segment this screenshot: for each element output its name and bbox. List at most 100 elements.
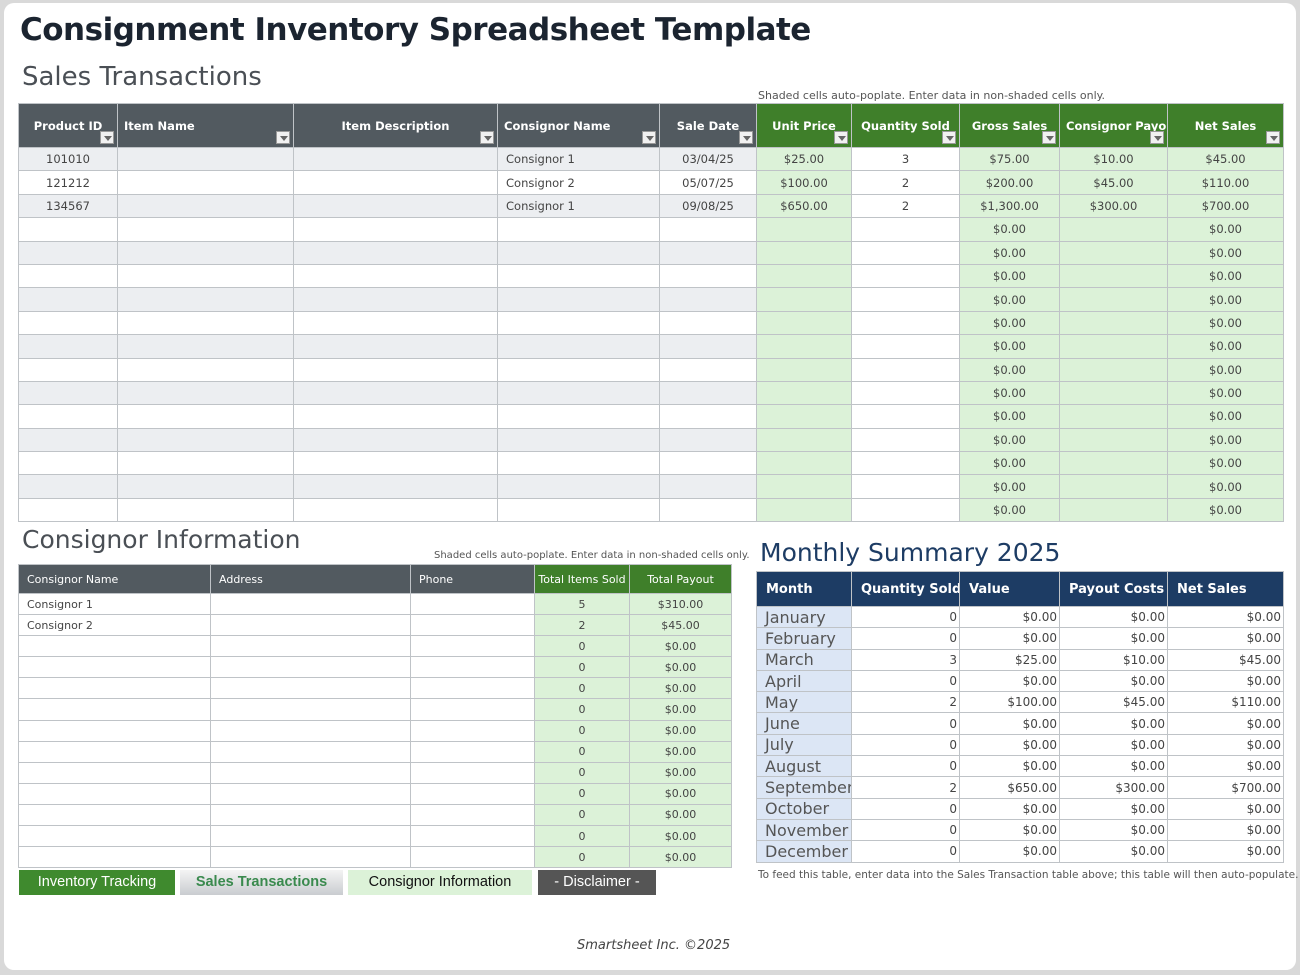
table-cell[interactable] — [851, 497, 960, 523]
table-cell[interactable] — [410, 782, 535, 805]
table-cell[interactable] — [497, 310, 660, 336]
table-cell[interactable] — [18, 719, 211, 742]
table-cell[interactable]: 2 — [851, 193, 960, 219]
table-cell[interactable] — [210, 614, 411, 637]
table-cell[interactable] — [18, 497, 118, 523]
table-cell[interactable] — [18, 404, 118, 429]
table-cell[interactable] — [293, 146, 498, 172]
table-cell[interactable] — [851, 427, 960, 453]
table-cell[interactable] — [18, 334, 118, 359]
table-cell[interactable] — [410, 592, 535, 616]
table-cell[interactable] — [18, 380, 118, 406]
table-cell[interactable] — [210, 592, 411, 616]
table-cell[interactable] — [659, 497, 757, 523]
table-cell[interactable] — [293, 310, 498, 336]
filter-dropdown-icon[interactable] — [942, 131, 956, 144]
table-cell[interactable] — [117, 451, 294, 476]
table-cell[interactable] — [410, 635, 535, 658]
column-header[interactable]: Item Name — [117, 103, 294, 148]
table-cell[interactable] — [18, 656, 211, 679]
table-cell[interactable] — [497, 287, 660, 312]
table-cell[interactable] — [293, 451, 498, 476]
table-cell[interactable] — [18, 263, 118, 289]
table-cell[interactable] — [293, 497, 498, 523]
table-cell[interactable] — [117, 334, 294, 359]
table-cell[interactable] — [851, 451, 960, 476]
table-cell[interactable] — [117, 380, 294, 406]
table-cell[interactable] — [293, 263, 498, 289]
table-cell[interactable]: Consignor 1 — [18, 592, 211, 616]
table-cell[interactable] — [659, 357, 757, 382]
table-cell[interactable] — [293, 334, 498, 359]
table-cell[interactable] — [293, 404, 498, 429]
table-cell[interactable] — [293, 474, 498, 499]
table-cell[interactable]: 121212 — [18, 170, 118, 195]
table-cell[interactable] — [117, 240, 294, 265]
table-cell[interactable] — [293, 380, 498, 406]
table-cell[interactable] — [497, 334, 660, 359]
filter-dropdown-icon[interactable] — [1266, 131, 1280, 144]
table-cell[interactable] — [18, 825, 211, 848]
table-cell[interactable] — [18, 310, 118, 336]
tab-consignor-information[interactable]: Consignor Information — [348, 870, 532, 895]
filter-dropdown-icon[interactable] — [100, 131, 114, 144]
table-cell[interactable] — [659, 263, 757, 289]
table-cell[interactable] — [659, 380, 757, 406]
table-cell[interactable] — [117, 170, 294, 195]
table-cell[interactable] — [659, 451, 757, 476]
table-cell[interactable] — [210, 846, 411, 869]
filter-dropdown-icon[interactable] — [834, 131, 848, 144]
table-cell[interactable] — [293, 287, 498, 312]
table-cell[interactable]: 09/08/25 — [659, 193, 757, 219]
table-cell[interactable] — [117, 146, 294, 172]
table-cell[interactable] — [410, 698, 535, 721]
table-cell[interactable] — [497, 497, 660, 523]
table-cell[interactable] — [117, 263, 294, 289]
table-cell[interactable] — [851, 404, 960, 429]
table-cell[interactable]: Consignor 1 — [497, 146, 660, 172]
table-cell[interactable] — [410, 614, 535, 637]
column-header[interactable]: Consignor Payout — [1059, 103, 1168, 148]
table-cell[interactable]: Consignor 2 — [18, 614, 211, 637]
table-cell[interactable] — [497, 404, 660, 429]
table-cell[interactable] — [293, 240, 498, 265]
table-cell[interactable] — [497, 380, 660, 406]
table-cell[interactable] — [851, 474, 960, 499]
table-cell[interactable] — [410, 846, 535, 869]
column-header[interactable]: Net Sales — [1167, 103, 1284, 148]
filter-dropdown-icon[interactable] — [276, 131, 290, 144]
table-cell[interactable] — [210, 698, 411, 721]
table-cell[interactable] — [117, 310, 294, 336]
table-cell[interactable] — [18, 846, 211, 869]
table-cell[interactable] — [497, 451, 660, 476]
tab-disclaimer[interactable]: - Disclaimer - — [538, 870, 656, 895]
table-cell[interactable]: Consignor 2 — [497, 170, 660, 195]
column-header[interactable]: Product ID — [18, 103, 118, 148]
table-cell[interactable] — [497, 263, 660, 289]
table-cell[interactable] — [210, 761, 411, 784]
table-cell[interactable]: 2 — [851, 170, 960, 195]
table-cell[interactable] — [659, 404, 757, 429]
table-cell[interactable] — [497, 217, 660, 242]
table-cell[interactable] — [18, 803, 211, 827]
table-cell[interactable] — [293, 217, 498, 242]
table-cell[interactable] — [210, 825, 411, 848]
table-cell[interactable] — [659, 427, 757, 453]
tab-inventory-tracking[interactable]: Inventory Tracking — [19, 870, 175, 895]
table-cell[interactable] — [117, 217, 294, 242]
table-cell[interactable] — [18, 357, 118, 382]
filter-dropdown-icon[interactable] — [739, 131, 753, 144]
table-cell[interactable] — [117, 404, 294, 429]
table-cell[interactable] — [410, 825, 535, 848]
table-cell[interactable] — [293, 193, 498, 219]
table-cell[interactable]: Consignor 1 — [497, 193, 660, 219]
table-cell[interactable] — [293, 357, 498, 382]
column-header[interactable]: Quantity Sold — [851, 103, 960, 148]
table-cell[interactable] — [851, 240, 960, 265]
table-cell[interactable] — [293, 427, 498, 453]
table-cell[interactable] — [210, 656, 411, 679]
filter-dropdown-icon[interactable] — [1042, 131, 1056, 144]
column-header[interactable]: Consignor Name — [497, 103, 660, 148]
table-cell[interactable] — [18, 740, 211, 763]
column-header[interactable]: Sale Date — [659, 103, 757, 148]
